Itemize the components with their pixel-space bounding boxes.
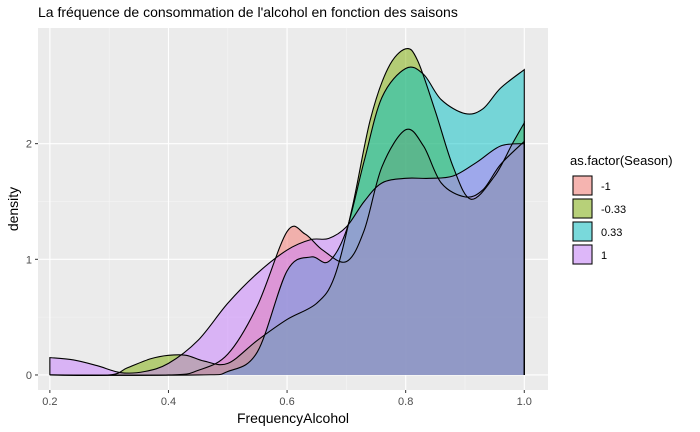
legend-swatch bbox=[572, 175, 593, 196]
legend-title: as.factor(Season) bbox=[570, 153, 673, 168]
y-tick-label: 0 bbox=[26, 370, 32, 382]
x-tick-label: 0.6 bbox=[279, 396, 294, 408]
x-tick-label: 0.8 bbox=[398, 396, 413, 408]
x-tick-label: 1.0 bbox=[517, 396, 532, 408]
chart-title: La fréquence de consommation de l'alcoho… bbox=[38, 4, 458, 20]
legend: as.factor(Season) -1 -0.33 0.33 1 bbox=[570, 153, 673, 265]
legend-swatch bbox=[572, 221, 593, 242]
legend-label: 0.33 bbox=[601, 227, 622, 239]
y-axis-title: density bbox=[5, 187, 21, 231]
x-tick-label: 0.2 bbox=[42, 396, 57, 408]
legend-swatch bbox=[572, 198, 593, 219]
legend-label: 1 bbox=[601, 250, 607, 262]
legend-label: -1 bbox=[601, 181, 611, 193]
x-tick-label: 0.4 bbox=[161, 396, 176, 408]
density-areas bbox=[49, 47, 525, 377]
density-area-season-3 bbox=[49, 143, 525, 375]
y-tick-label: 1 bbox=[26, 254, 32, 266]
x-axis-title: FrequencyAlcohol bbox=[237, 410, 349, 426]
legend-swatch bbox=[572, 244, 593, 265]
density-line-season-2 bbox=[49, 66, 525, 376]
density-line-season-3 bbox=[49, 143, 525, 375]
density-line-season-1 bbox=[49, 47, 525, 377]
y-tick-label: 2 bbox=[26, 139, 32, 151]
axes: 0.2 0.4 0.6 0.8 1.0 0 1 2 bbox=[26, 139, 532, 408]
legend-label: -0.33 bbox=[601, 204, 626, 216]
